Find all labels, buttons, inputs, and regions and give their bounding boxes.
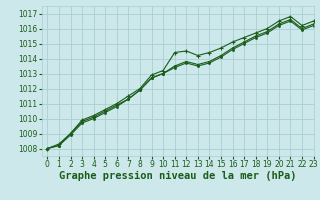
X-axis label: Graphe pression niveau de la mer (hPa): Graphe pression niveau de la mer (hPa) <box>59 171 296 181</box>
